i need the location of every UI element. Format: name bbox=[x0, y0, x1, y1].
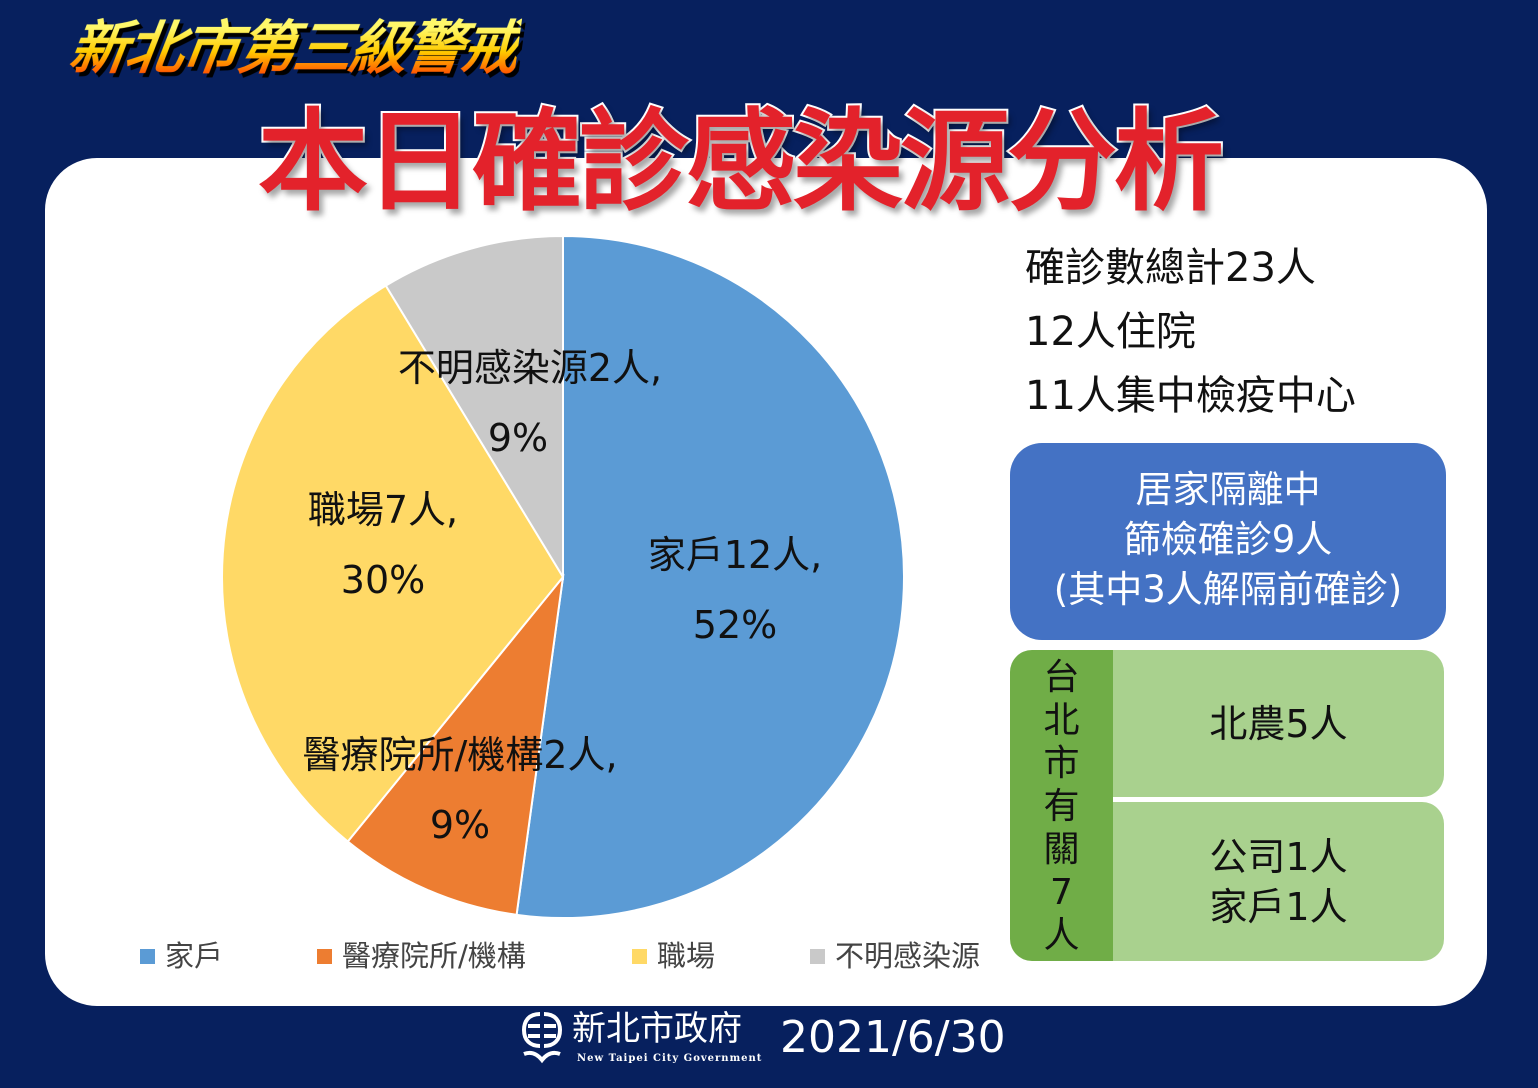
legend-label: 不明感染源 bbox=[835, 939, 981, 973]
legend-item-workplace: 職場 bbox=[632, 938, 715, 974]
pie-slice-1 bbox=[346, 573, 565, 916]
vertical-char: 7 bbox=[1050, 872, 1073, 913]
total-cases: 確診數總計23人 bbox=[1025, 245, 1316, 291]
row-text: 家戶1人 bbox=[1209, 884, 1348, 929]
slice-label-household: 家戶12人, 52% bbox=[590, 520, 880, 660]
slice-percent: 52% bbox=[692, 603, 778, 647]
legend-label: 職場 bbox=[657, 939, 716, 973]
legend-swatch bbox=[810, 948, 825, 964]
home-isolation-box: 居家隔離中 篩檢確診9人 (其中3人解隔前確診) bbox=[1010, 443, 1446, 640]
slice-label-text: 家戶12人, bbox=[647, 533, 823, 577]
hospitalized-count: 12人住院 bbox=[1025, 309, 1196, 355]
slice-percent: 9% bbox=[487, 416, 549, 460]
taipei-row-market: 北農5人 bbox=[1113, 650, 1444, 797]
home-isolation-line: 篩檢確診9人 bbox=[1123, 518, 1333, 561]
vertical-char: 關 bbox=[1043, 829, 1080, 870]
legend-item-household: 家戶 bbox=[140, 938, 223, 974]
report-date: 2021/6/30 bbox=[780, 1012, 1006, 1063]
legend-label: 醫療院所/機構 bbox=[342, 939, 526, 973]
quarantine-center-count: 11人集中檢疫中心 bbox=[1025, 373, 1356, 419]
vertical-char: 人 bbox=[1043, 915, 1080, 956]
org-name: 新北市政府 bbox=[572, 1009, 742, 1049]
legend-swatch bbox=[317, 948, 332, 964]
slice-label-text: 職場7人, bbox=[307, 488, 459, 532]
taipei-row-company-household: 公司1人家戶1人 bbox=[1113, 802, 1444, 961]
row-text: 北農5人 bbox=[1209, 701, 1348, 746]
vertical-char: 有 bbox=[1043, 786, 1080, 827]
slice-percent: 9% bbox=[429, 803, 491, 847]
legend-swatch bbox=[632, 948, 647, 964]
ntpc-logo-icon bbox=[521, 1012, 563, 1064]
slice-label-medical: 醫療院所/機構2人, 9% bbox=[260, 720, 660, 860]
vertical-char: 台 bbox=[1043, 657, 1080, 698]
home-isolation-line: 居家隔離中 bbox=[1135, 468, 1321, 511]
vertical-char: 市 bbox=[1043, 743, 1080, 784]
legend-swatch bbox=[140, 948, 155, 964]
legend-item-unknown: 不明感染源 bbox=[810, 938, 980, 974]
legend-label: 家戶 bbox=[165, 939, 224, 973]
org-name-en: New Taipei City Government bbox=[577, 1053, 763, 1064]
slice-label-text: 醫療院所/機構2人, bbox=[302, 733, 618, 777]
pie-slice-2 bbox=[221, 284, 565, 843]
pie-slice-0 bbox=[515, 234, 905, 919]
pie-slice-3 bbox=[384, 234, 564, 581]
legend-item-medical: 醫療院所/機構 bbox=[317, 938, 526, 974]
slice-percent: 30% bbox=[340, 558, 426, 602]
slice-label-workplace: 職場7人, 30% bbox=[268, 475, 498, 615]
page-title: 本日確診感染源分析 bbox=[256, 98, 1226, 226]
taipei-related-label: 台 北 市 有 關 7 人 bbox=[1010, 650, 1113, 961]
vertical-char: 北 bbox=[1043, 700, 1080, 741]
row-text: 公司1人 bbox=[1209, 834, 1348, 879]
slice-label-unknown: 不明感染源2人, 9% bbox=[370, 333, 690, 473]
home-isolation-line: (其中3人解隔前確診) bbox=[1053, 568, 1403, 611]
slice-label-text: 不明感染源2人, bbox=[397, 346, 663, 390]
